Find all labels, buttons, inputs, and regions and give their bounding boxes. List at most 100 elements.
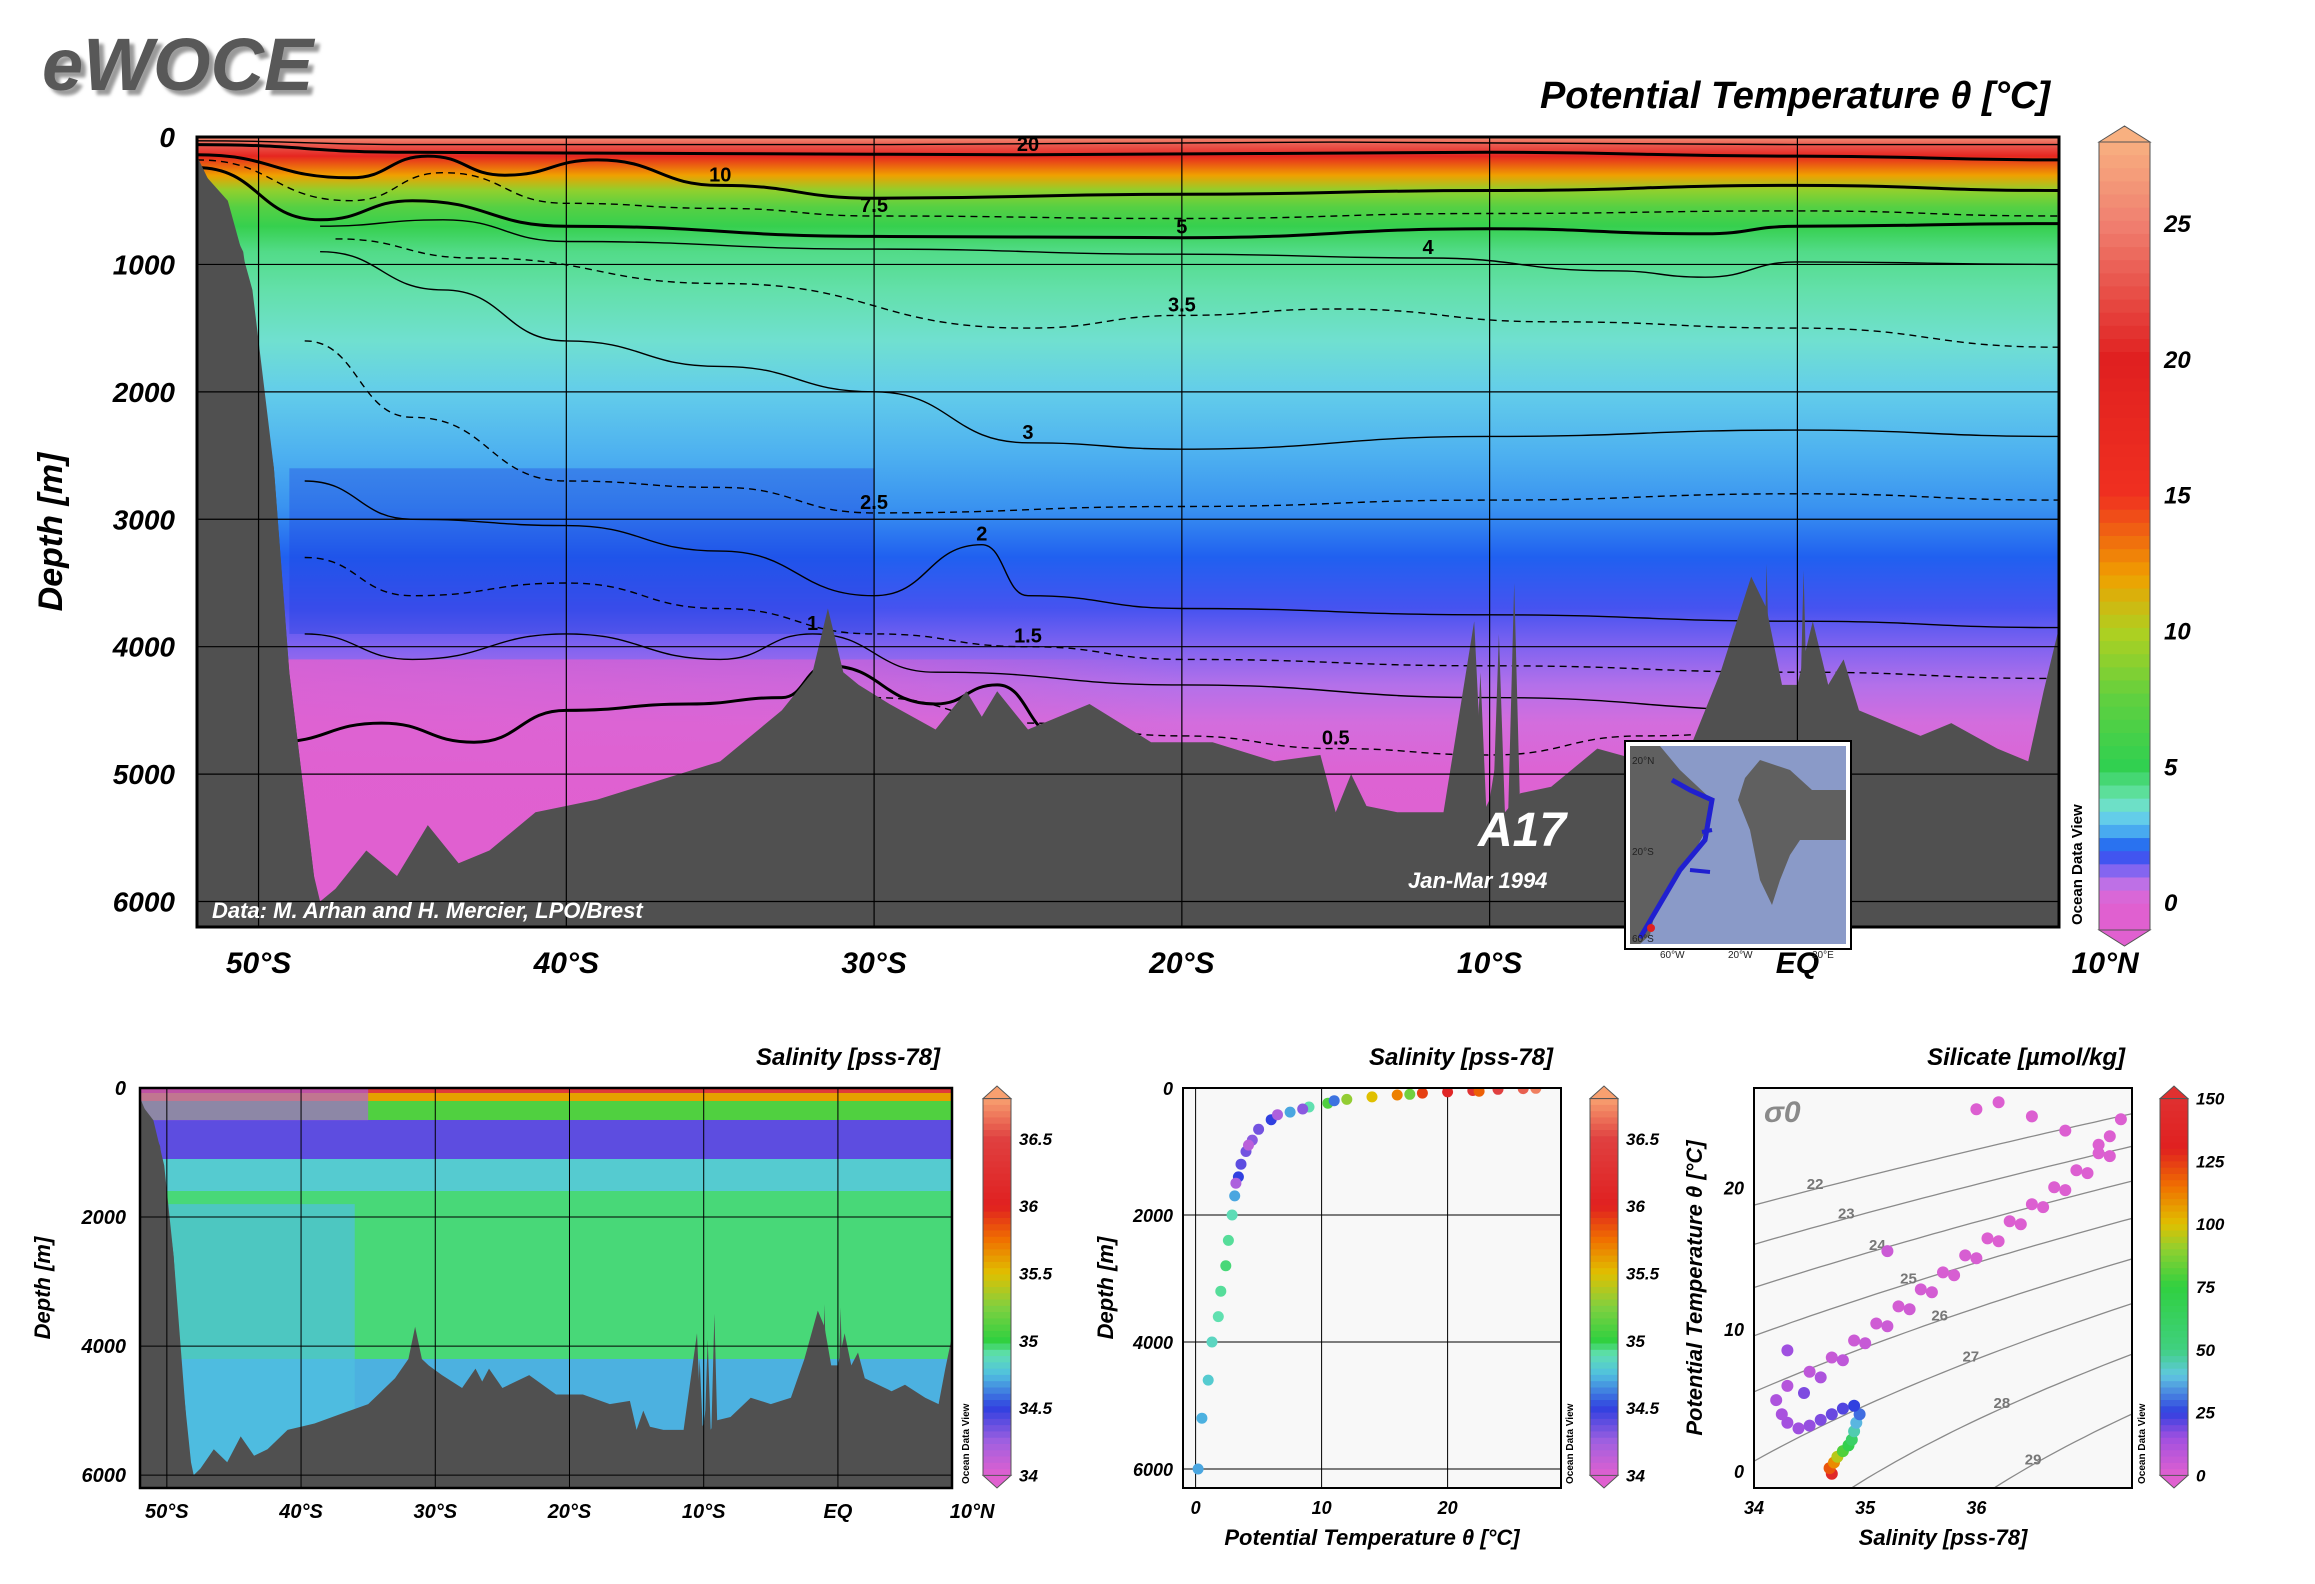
colorbar-swatch: [1590, 1261, 1618, 1269]
seamount-spike: [1492, 633, 1505, 813]
profile-colorbar-caption: Ocean Data View: [1565, 1403, 1576, 1484]
ts-y-tick-label: 20: [1723, 1178, 1744, 1198]
colorbar-bottom-cap: [2097, 929, 2152, 947]
ts-point: [1770, 1394, 1783, 1407]
colorbar-swatch: [2160, 1349, 2188, 1357]
colorbar-swatch: [2160, 1305, 2188, 1313]
colorbar-swatch: [1590, 1387, 1618, 1395]
colorbar-swatch: [2160, 1274, 2188, 1282]
colorbar-swatch: [2099, 142, 2150, 156]
isotherm-label-4: 4: [1423, 237, 1435, 259]
main-y-tick-label: 3000: [113, 504, 176, 535]
colorbar-swatch: [1590, 1148, 1618, 1156]
colorbar-swatch: [2099, 194, 2150, 209]
inset-lon-20e: 20°E: [1812, 950, 1834, 961]
colorbar-swatch: [1590, 1362, 1618, 1370]
profile-point: [1196, 1412, 1208, 1424]
colorbar-swatch: [2099, 365, 2150, 379]
ts-point: [1803, 1419, 1816, 1432]
sigma-contour-24: [1754, 1180, 2132, 1289]
main-x-ticks: 50°S 40°S 30°S 20°S 10°S EQ 10°N: [226, 947, 2140, 980]
ts-point: [1781, 1379, 1794, 1392]
profile-plot-frame: [1182, 1087, 1562, 1489]
colorbar-swatch: [2099, 181, 2150, 196]
colorbar-swatch: [1590, 1205, 1618, 1213]
profile-background: [1183, 1088, 1561, 1488]
silicate-colorbar-caption: Ocean Data View: [2137, 1403, 2148, 1484]
colorbar-swatch: [1590, 1444, 1618, 1451]
isotherm-5: [197, 166, 2059, 240]
profile-xlabel: Potential Temperature θ [°C]: [1224, 1525, 1520, 1550]
salinity-x-tick-label: 20°S: [547, 1501, 592, 1523]
colorbar-bottom-cap: [981, 1474, 1013, 1489]
colorbar-swatch: [2099, 168, 2150, 182]
main-y-tick-label: 2000: [112, 377, 176, 408]
colorbar-swatch: [983, 1173, 1011, 1181]
colorbar-swatch: [1590, 1299, 1618, 1307]
ts-point: [1970, 1103, 1983, 1116]
colorbar-swatch: [983, 1450, 1011, 1458]
colorbar-swatch: [2160, 1142, 2188, 1150]
ts-point: [1870, 1317, 1883, 1330]
ts-xlabel: Salinity [pss-78]: [1859, 1525, 2028, 1550]
colorbar-swatch: [1590, 1312, 1618, 1319]
profile-point: [1230, 1177, 1242, 1189]
colorbar-swatch: [2160, 1268, 2188, 1276]
colorbar-swatch: [1590, 1186, 1618, 1194]
colorbar-swatch: [2160, 1098, 2188, 1106]
salinity-section-title: Salinity [pss-78]: [756, 1044, 941, 1071]
ts-point: [1836, 1402, 1849, 1415]
colorbar-swatch: [2160, 1230, 2188, 1238]
ts-x-tick-label: 35: [1855, 1498, 1876, 1518]
ts-point: [2059, 1124, 2072, 1137]
colorbar-swatch: [983, 1387, 1011, 1395]
colorbar-swatch: [2160, 1425, 2188, 1433]
colorbar-tick-label: 34: [1019, 1466, 1038, 1485]
profile-point: [1192, 1463, 1204, 1475]
colorbar-swatch: [2099, 457, 2150, 471]
colorbar-swatch: [983, 1305, 1011, 1313]
ts-point: [1892, 1300, 1905, 1313]
colorbar-swatch: [2099, 483, 2150, 498]
profile-point: [1212, 1311, 1224, 1323]
colorbar-bottom-cap: [1588, 1474, 1620, 1489]
ts-point: [1881, 1245, 1894, 1258]
colorbar-swatch: [1590, 1337, 1618, 1345]
colorbar-swatch: [1590, 1274, 1618, 1282]
colorbar-tick-label: 75: [2196, 1278, 2215, 1297]
colorbar-swatch: [983, 1148, 1011, 1156]
section-name: A17: [1477, 804, 1568, 857]
colorbar-swatch: [1590, 1255, 1618, 1263]
main-y-tick-label: 4000: [112, 632, 176, 663]
colorbar-swatch: [2160, 1293, 2188, 1301]
colorbar-swatch: [2160, 1123, 2188, 1131]
colorbar-swatch: [1590, 1330, 1618, 1338]
colorbar-swatch: [983, 1337, 1011, 1345]
ts-point: [1781, 1344, 1794, 1357]
colorbar-swatch: [2099, 864, 2150, 879]
colorbar-swatch: [983, 1406, 1011, 1414]
colorbar-swatch: [983, 1130, 1011, 1137]
colorbar-swatch: [1590, 1230, 1618, 1238]
profile-point: [1202, 1374, 1214, 1386]
colorbar-swatch: [2099, 785, 2150, 800]
section-date: Jan-Mar 1994: [1408, 868, 1547, 893]
salinity-x-tick-label: 50°S: [145, 1501, 189, 1523]
isotherm-label-2: 2: [976, 524, 987, 546]
ts-point: [1792, 1422, 1805, 1435]
colorbar-swatch: [983, 1205, 1011, 1213]
colorbar-swatch: [2099, 325, 2150, 340]
profile-point: [1404, 1088, 1416, 1100]
profile-point: [1530, 1088, 1542, 1094]
colorbar-swatch: [2160, 1406, 2188, 1414]
colorbar-swatch: [2099, 509, 2150, 524]
sigma-contour-label: 27: [1962, 1348, 1979, 1365]
colorbar-tick-label: 34.5: [1626, 1399, 1660, 1418]
colorbar-swatch: [1590, 1293, 1618, 1301]
colorbar-swatch: [1590, 1199, 1618, 1206]
colorbar-swatch: [1590, 1155, 1618, 1162]
colorbar-swatch: [983, 1136, 1011, 1144]
colorbar-swatch: [2099, 312, 2150, 327]
colorbar-swatch: [2099, 522, 2150, 537]
colorbar-swatch: [2160, 1148, 2188, 1156]
